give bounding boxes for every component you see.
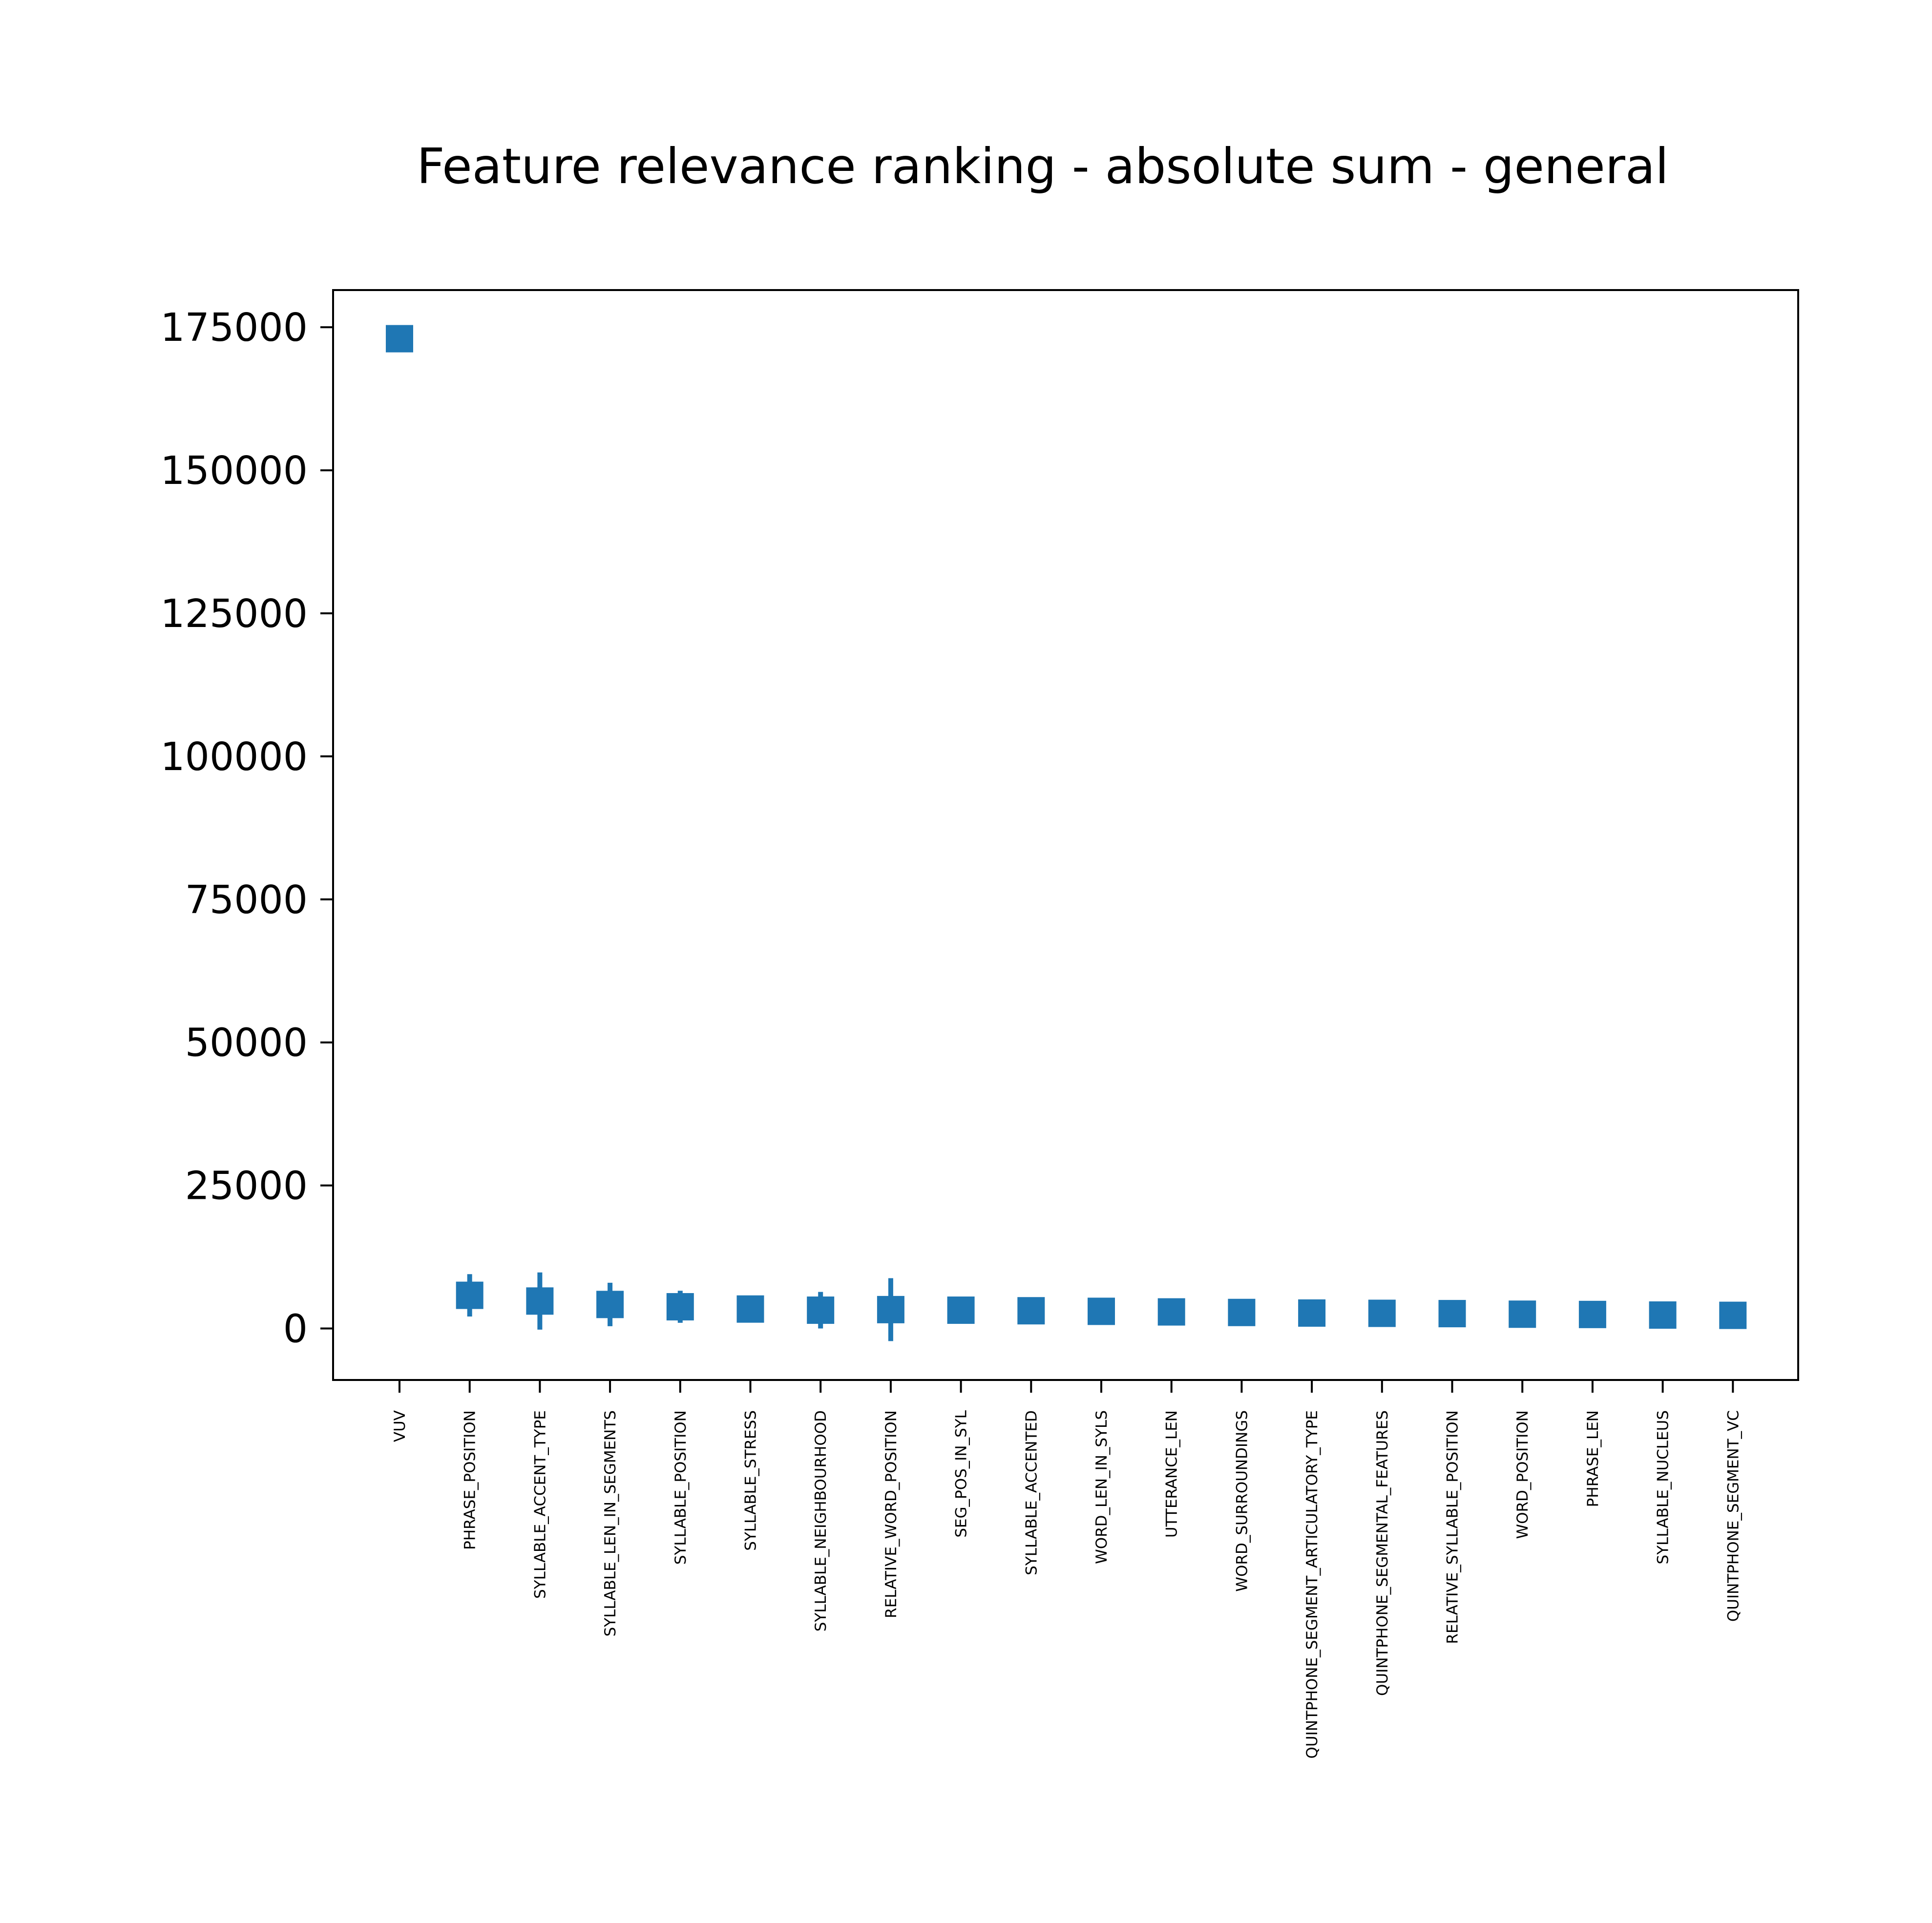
x-tick-label: SYLLABLE_NEIGHBOURHOOD [812,1410,830,1631]
x-tick-label: PHRASE_LEN [1584,1410,1602,1507]
data-point-marker [596,1291,624,1318]
x-tick-label: QUINTPHONE_SEGMENT_ARTICULATORY_TYPE [1303,1410,1321,1758]
y-tick-label: 25000 [185,1164,308,1209]
x-tick-label: RELATIVE_WORD_POSITION [882,1410,900,1618]
y-tick-label: 0 [283,1307,308,1352]
y-tick-label: 150000 [160,448,308,493]
x-axis: VUV PHRASE_POSITION SYLLABLE_ACCENT_TYPE SY… [391,1380,1742,1758]
data-point-marker [1298,1299,1326,1327]
y-tick-label: 125000 [160,591,308,636]
y-tick-label: 175000 [160,305,308,350]
data-point-marker [456,1281,483,1309]
data-point-marker [1578,1300,1606,1328]
x-tick-label: SYLLABLE_NUCLEUS [1655,1410,1672,1564]
x-tick-label: RELATIVE_SYLLABLE_POSITION [1444,1410,1462,1644]
data-point-marker [736,1295,764,1323]
data-point-marker [1088,1297,1115,1325]
x-tick-label: SYLLABLE_LEN_IN_SEGMENTS [602,1410,619,1637]
x-tick-label: WORD_LEN_IN_SYLS [1093,1410,1111,1564]
x-tick-label: QUINTPHONE_SEGMENTAL_FEATURES [1374,1410,1391,1696]
data-point-marker [1017,1297,1045,1325]
data-point-marker [386,325,413,353]
data-point-marker [1368,1299,1396,1327]
data-point-marker [526,1287,554,1315]
x-tick-label: VUV [391,1410,409,1442]
x-tick-label: SEG_POS_IN_SYL [953,1410,970,1538]
data-point-marker [1719,1301,1747,1329]
data-point-marker [877,1296,904,1323]
x-tick-label: SYLLABLE_POSITION [672,1410,690,1565]
x-tick-label: UTTERANCE_LEN [1163,1410,1181,1538]
y-axis: 0 25000 50000 75000 100000 125000 150000 175000 [160,305,333,1352]
x-tick-label: PHRASE_POSITION [462,1410,479,1550]
chart-title: Feature relevance ranking - absolute sum… [417,138,1669,195]
data-point-marker [1157,1298,1185,1326]
data-point-marker [1228,1298,1256,1326]
y-tick-label: 75000 [185,878,308,922]
plot-frame [332,289,1799,1381]
data-point-marker [947,1296,975,1324]
data-point-marker [1649,1301,1677,1329]
y-tick-label: 50000 [185,1021,308,1066]
x-tick-label: QUINTPHONE_SEGMENT_VC [1724,1410,1742,1622]
data-point-marker [1438,1300,1466,1328]
x-tick-label: SYLLABLE_ACCENTED [1023,1410,1040,1575]
data-point-marker [666,1293,694,1321]
x-tick-label: SYLLABLE_STRESS [742,1410,760,1551]
data-point-marker [807,1296,835,1324]
x-tick-label: SYLLABLE_ACCENT_TYPE [531,1410,549,1599]
y-tick-label: 100000 [160,734,308,779]
data-point-marker [1509,1300,1536,1328]
x-tick-label: WORD_POSITION [1514,1410,1532,1539]
x-tick-label: WORD_SURROUNDINGS [1233,1410,1251,1592]
data-markers [386,325,1747,1329]
